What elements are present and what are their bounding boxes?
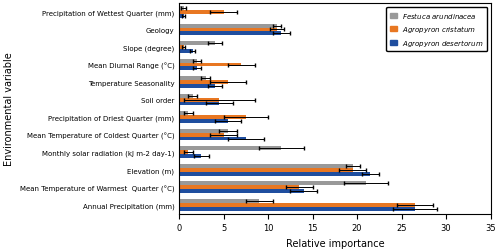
Bar <box>179 46 184 50</box>
Y-axis label: Environmental variable: Environmental variable <box>4 52 14 166</box>
Bar <box>179 182 366 185</box>
Bar <box>179 98 219 102</box>
Bar <box>179 147 282 151</box>
Bar <box>179 133 224 137</box>
Bar <box>179 185 300 190</box>
Bar <box>179 42 215 46</box>
Legend: $\it{Festuca\ arundinacea}$, $\it{Agropyron\ cristatum}$, $\it{Agropyron\ desert: $\it{Festuca\ arundinacea}$, $\it{Agropy… <box>386 8 487 52</box>
Bar <box>179 164 352 168</box>
Bar <box>179 28 277 32</box>
Bar <box>179 154 202 158</box>
Bar <box>179 203 415 207</box>
Bar <box>179 116 246 120</box>
Bar <box>179 168 352 172</box>
Bar <box>179 50 192 54</box>
Bar <box>179 120 228 123</box>
Bar <box>179 15 184 19</box>
Bar <box>179 112 188 116</box>
Bar <box>179 77 206 81</box>
Bar <box>179 137 246 141</box>
Bar <box>179 59 197 63</box>
Bar <box>179 207 415 211</box>
Bar <box>179 190 304 193</box>
Bar <box>179 63 242 67</box>
Bar <box>179 85 215 88</box>
Bar <box>179 11 224 15</box>
Bar <box>179 172 370 176</box>
Bar <box>179 25 277 28</box>
Bar <box>179 7 184 11</box>
Bar <box>179 81 228 85</box>
Bar <box>179 94 192 98</box>
Bar <box>179 67 197 71</box>
X-axis label: Relative importance: Relative importance <box>286 238 384 248</box>
Bar <box>179 129 228 133</box>
Bar <box>179 102 219 106</box>
Bar <box>179 151 188 154</box>
Bar <box>179 199 260 203</box>
Bar <box>179 32 282 36</box>
